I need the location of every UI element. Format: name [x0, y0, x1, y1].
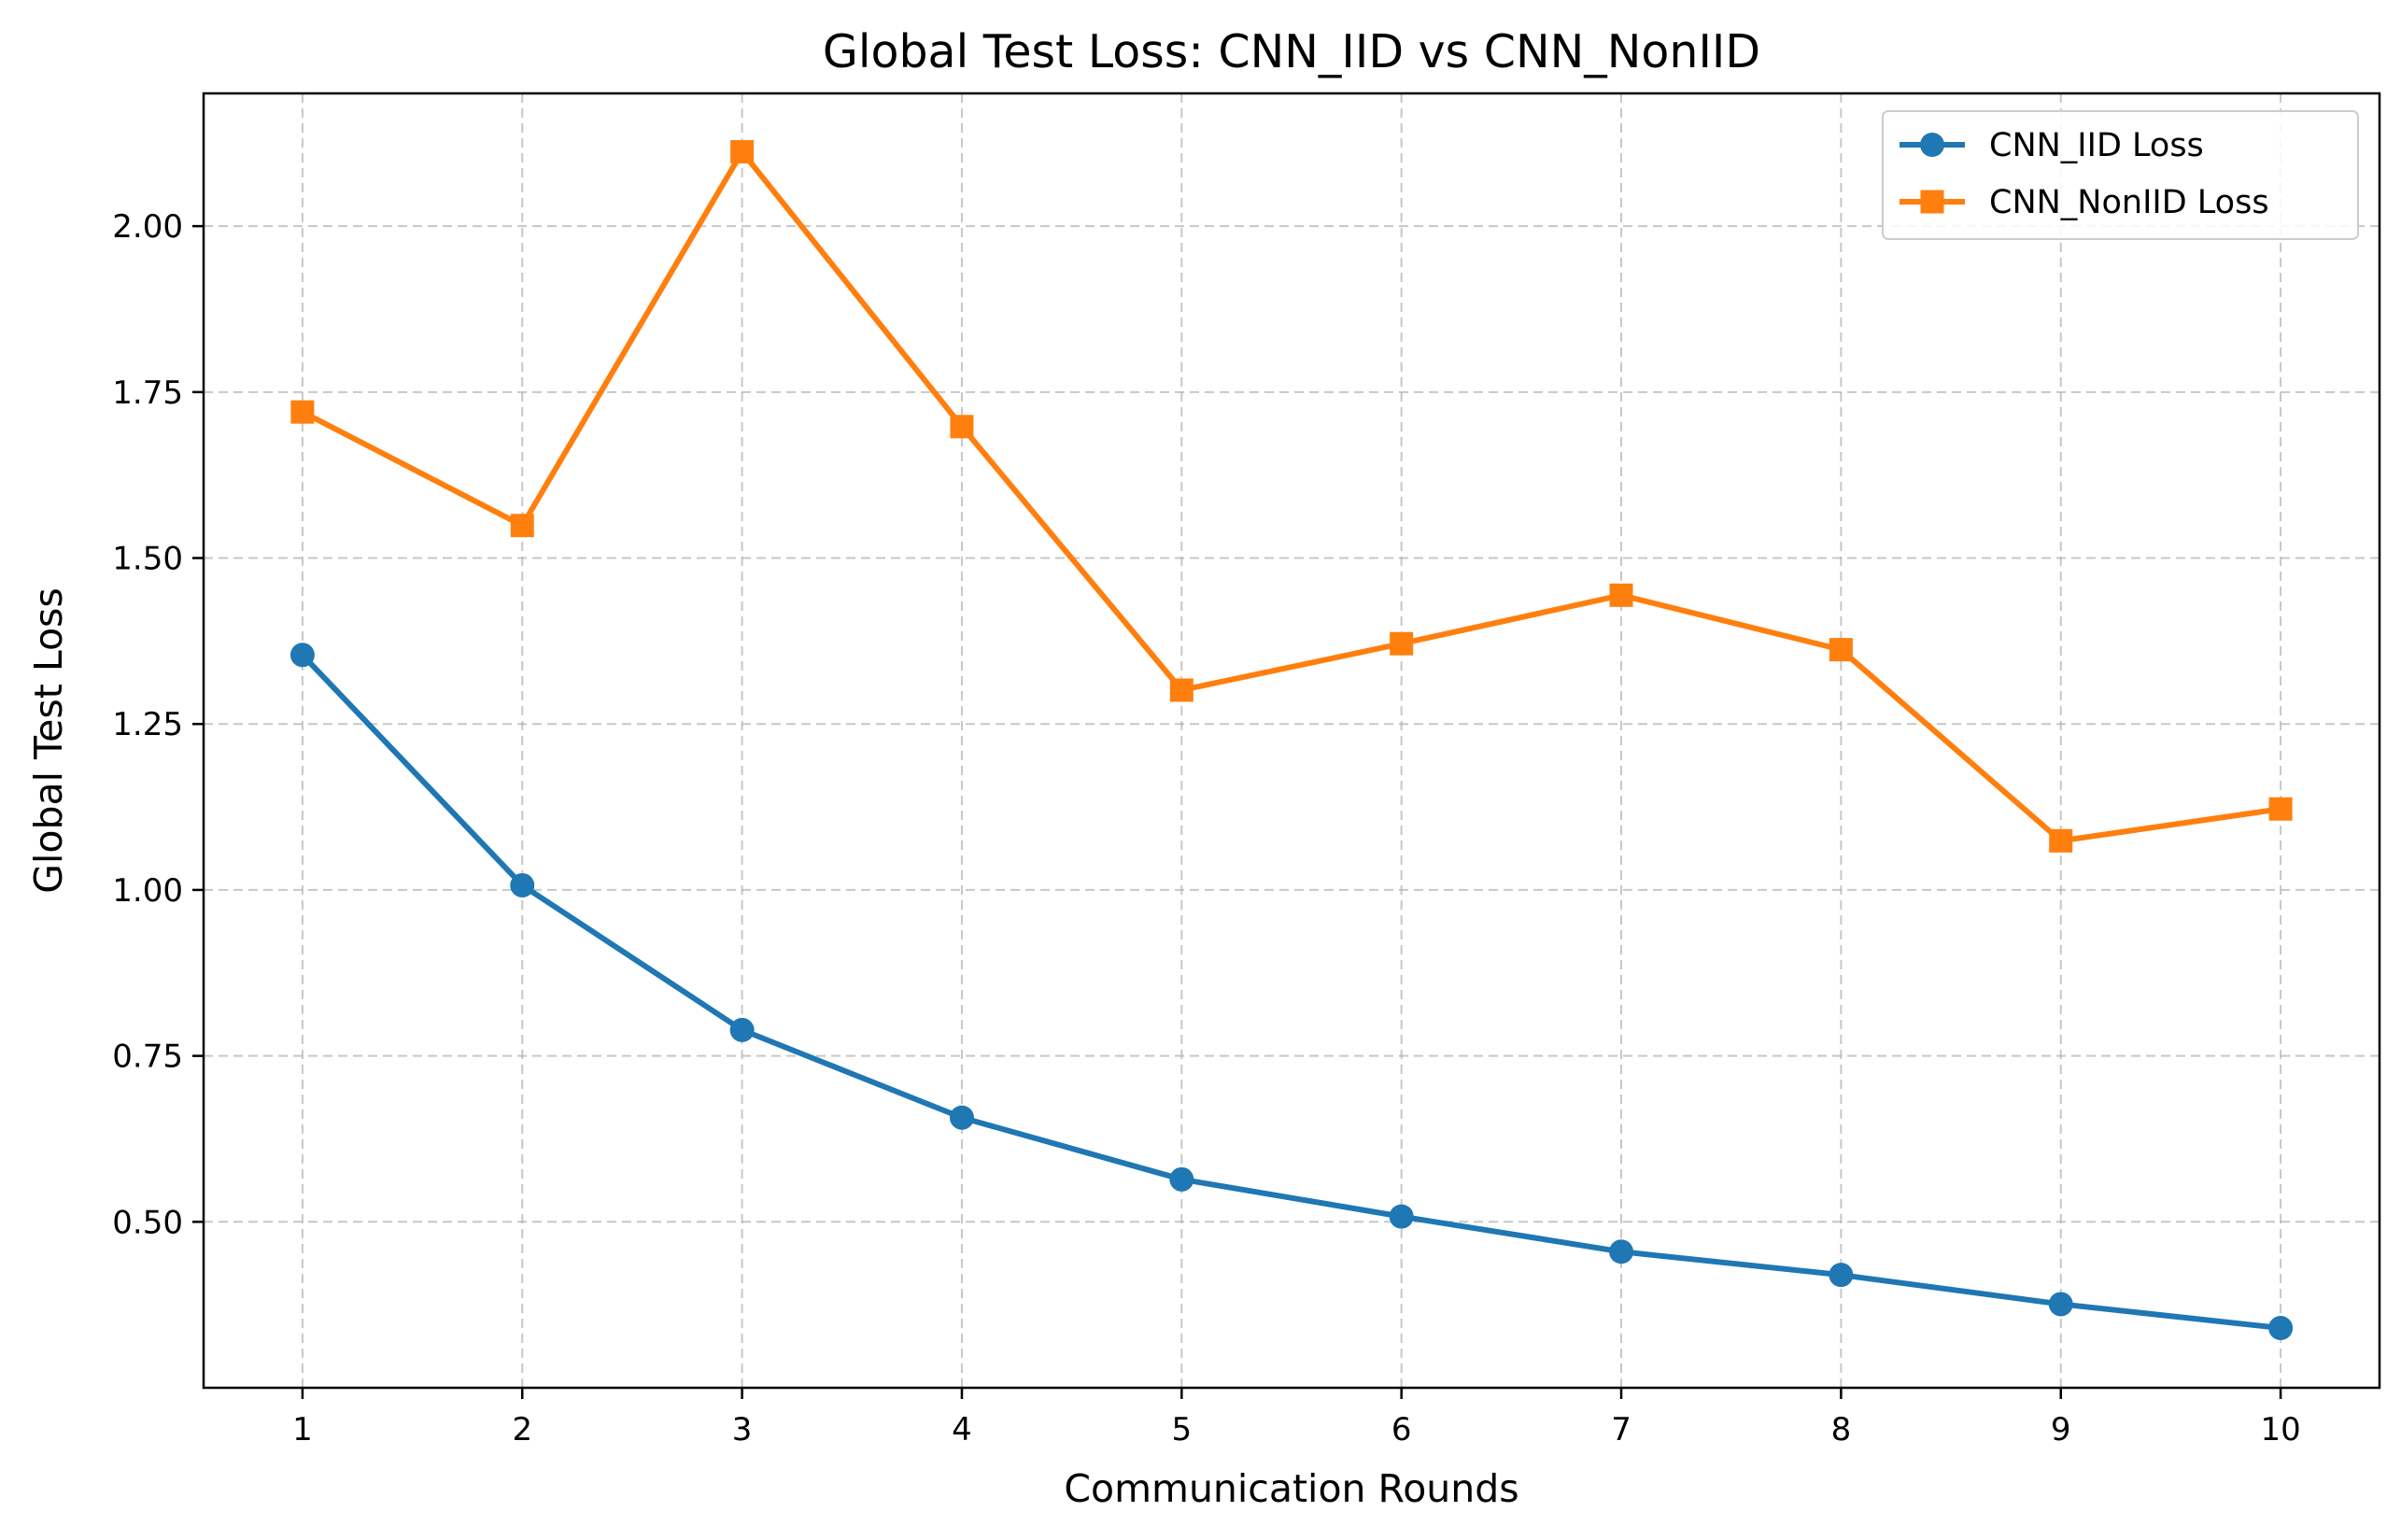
data-point-square	[1609, 583, 1633, 607]
x-tick-label: 10	[2260, 1411, 2300, 1448]
data-point-square	[1390, 631, 1414, 656]
data-point-square	[1169, 678, 1193, 702]
y-tick-label: 1.25	[112, 706, 183, 743]
data-point-square	[950, 415, 974, 439]
y-tick-label: 1.75	[112, 374, 183, 412]
legend: CNN_IID Loss CNN_NonIID Loss	[1882, 110, 2359, 240]
data-point-circle	[1609, 1239, 1634, 1264]
plot-frame	[202, 92, 2381, 1390]
chart-title: Global Test Loss: CNN_IID vs CNN_NonIID	[823, 25, 1760, 78]
data-point-circle	[2268, 1316, 2294, 1341]
data-point-circle	[729, 1017, 755, 1042]
data-point-square	[730, 140, 755, 164]
y-axis-label: Global Test Loss	[26, 587, 71, 894]
x-tick-label: 8	[1831, 1411, 1852, 1448]
data-point-circle	[510, 872, 535, 897]
x-tick-label: 9	[2051, 1411, 2071, 1448]
x-axis-label: Communication Rounds	[1064, 1466, 1518, 1511]
data-point-square	[1829, 638, 1853, 662]
x-tick-label: 3	[732, 1411, 753, 1448]
x-tick-label: 1	[292, 1411, 313, 1448]
data-point-square	[2268, 797, 2293, 821]
series-1	[290, 643, 2294, 1341]
grid-lines	[204, 93, 2380, 1388]
x-tick-label: 7	[1611, 1411, 1631, 1448]
series-layer	[290, 140, 2294, 1341]
legend-item: CNN_IID Loss	[1900, 127, 2204, 164]
data-point-circle	[290, 643, 315, 668]
data-point-square	[2049, 828, 2073, 853]
data-point-circle	[1169, 1166, 1194, 1192]
data-point-circle	[1389, 1204, 1414, 1229]
series-line	[299, 652, 2284, 1332]
x-tick-label: 4	[952, 1411, 972, 1448]
legend-label: CNN_IID Loss	[1989, 127, 2204, 164]
series-line	[299, 148, 2284, 844]
data-point-circle	[1829, 1263, 1854, 1288]
x-tick-label: 6	[1391, 1411, 1412, 1448]
legend-label: CNN_NonIID Loss	[1989, 184, 2269, 221]
data-point-square	[510, 514, 534, 538]
series-2	[290, 140, 2293, 853]
axis-ticks: 1 2 3 4 5 6 7 8 9 10 0.50 0.75 1.00 1.25 1.50 1.75 2.00	[112, 208, 2300, 1448]
legend-box	[1882, 110, 2359, 240]
y-tick-label: 0.50	[112, 1204, 183, 1241]
data-point-circle	[2048, 1292, 2073, 1317]
data-point-square	[290, 400, 315, 424]
x-tick-label: 5	[1172, 1411, 1193, 1448]
legend-marker-square	[1920, 190, 1944, 214]
y-tick-label: 1.50	[112, 541, 183, 578]
y-tick-label: 1.00	[112, 872, 183, 910]
legend-marker-circle	[1920, 133, 1944, 157]
y-tick-label: 0.75	[112, 1038, 183, 1076]
legend-item: CNN_NonIID Loss	[1900, 184, 2269, 221]
data-point-circle	[949, 1105, 974, 1130]
y-tick-label: 2.00	[112, 208, 183, 246]
x-tick-label: 2	[512, 1411, 532, 1448]
